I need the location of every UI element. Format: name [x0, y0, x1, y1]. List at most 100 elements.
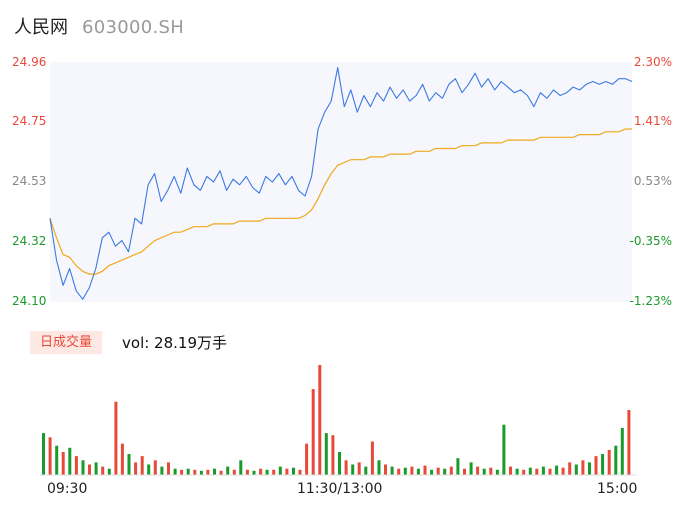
- volume-bar: [555, 465, 559, 475]
- volume-bar: [120, 443, 124, 475]
- daily-volume-tab[interactable]: 日成交量: [30, 330, 103, 354]
- volume-bar: [331, 435, 335, 475]
- volume-bar: [594, 456, 598, 475]
- volume-header: 日成交量 vol: 28.19万手: [30, 330, 227, 354]
- volume-bar: [574, 464, 578, 475]
- volume-bar: [482, 468, 486, 475]
- price-tick-label: 24.75: [12, 114, 47, 128]
- volume-bar: [522, 469, 526, 475]
- volume-bar: [140, 456, 144, 475]
- volume-bar: [403, 467, 407, 475]
- volume-bar: [127, 454, 131, 475]
- volume-bar: [324, 433, 328, 475]
- volume-bar: [186, 468, 190, 475]
- volume-bar: [81, 460, 85, 475]
- volume-bar: [430, 469, 434, 475]
- volume-bar: [42, 433, 45, 475]
- volume-bar: [548, 468, 552, 475]
- volume-bar: [292, 467, 295, 475]
- volume-bar: [285, 468, 289, 475]
- volume-bar: [318, 365, 322, 475]
- volume-bar: [390, 466, 394, 475]
- volume-bar: [456, 458, 460, 475]
- volume-bar: [561, 467, 565, 475]
- volume-bar: [502, 424, 506, 475]
- volume-bar: [180, 469, 184, 475]
- volume-bar: [278, 466, 282, 475]
- volume-bar: [101, 466, 105, 475]
- price-line: [49, 67, 633, 300]
- volume-bar: [305, 443, 309, 475]
- volume-bar: [252, 470, 256, 475]
- volume-summary: vol: 28.19万手: [122, 333, 228, 352]
- volume-bar: [416, 468, 420, 475]
- volume-bar: [239, 460, 243, 475]
- volume-bar: [515, 468, 519, 475]
- volume-bar: [114, 401, 118, 475]
- volume-bar: [357, 462, 361, 475]
- volume-bar: [153, 460, 157, 475]
- volume-bar: [338, 452, 341, 475]
- volume-bar: [607, 449, 611, 475]
- price-tick-label: 24.32: [12, 234, 47, 248]
- percent-tick-label: -1.23%: [629, 294, 672, 308]
- volume-bar: [193, 469, 197, 475]
- time-label-midday: 11:30/13:00: [297, 481, 383, 497]
- volume-bar: [94, 462, 98, 475]
- volume-bar: [167, 462, 170, 475]
- volume-bar: [88, 464, 91, 475]
- time-label-open: 09:30: [47, 481, 88, 497]
- percent-tick-label: 2.30%: [633, 55, 672, 69]
- volume-bar: [489, 467, 493, 475]
- price-tick-label: 24.96: [12, 55, 47, 69]
- volume-bar: [61, 452, 65, 475]
- volume-bar: [298, 469, 302, 475]
- volume-bar: [495, 469, 499, 475]
- volume-bar: [173, 468, 177, 475]
- volume-bar: [311, 389, 315, 475]
- percent-tick-label: -0.35%: [629, 234, 672, 248]
- volume-bar: [160, 466, 164, 475]
- price-tick-label: 24.53: [12, 174, 47, 188]
- volume-bar: [541, 466, 545, 475]
- volume-bar: [213, 468, 216, 475]
- percent-tick-label: 0.53%: [633, 174, 672, 188]
- stock-code: 603000.SH: [82, 17, 185, 38]
- volume-bar: [107, 468, 111, 475]
- volume-bar: [377, 460, 381, 475]
- volume-bar: [134, 462, 138, 475]
- volume-bar: [206, 469, 210, 475]
- volume-bar: [568, 462, 572, 475]
- volume-bar: [55, 445, 59, 475]
- volume-bar: [423, 465, 427, 475]
- volume-bar: [219, 470, 223, 475]
- volume-bar: [535, 468, 539, 475]
- volume-bar: [74, 456, 78, 475]
- average-price-line: [49, 128, 632, 275]
- volume-bar: [245, 469, 249, 475]
- volume-bar: [449, 466, 453, 475]
- volume-bar: [199, 470, 203, 475]
- volume-bar: [68, 447, 72, 475]
- stock-name: 人民网: [14, 17, 68, 38]
- volume-bar: [601, 454, 605, 475]
- volume-bar: [272, 469, 276, 475]
- volume-bar: [436, 467, 440, 475]
- price-tick-label: 24.10: [12, 294, 47, 308]
- volume-bar: [581, 460, 585, 475]
- volume-bar: [469, 462, 473, 475]
- percent-tick-label: 1.41%: [633, 114, 672, 128]
- volume-bar: [463, 468, 466, 475]
- volume-bar: [265, 469, 269, 475]
- price-plot-area: [50, 62, 632, 302]
- volume-bar: [370, 441, 374, 475]
- volume-bar: [614, 445, 618, 475]
- volume-bar: [528, 467, 532, 475]
- volume-bar: [509, 466, 512, 475]
- volume-bar: [351, 464, 355, 475]
- volume-bar: [344, 460, 348, 475]
- volume-bar: [48, 437, 52, 475]
- volume-bar: [588, 462, 591, 475]
- volume-bar: [410, 466, 414, 475]
